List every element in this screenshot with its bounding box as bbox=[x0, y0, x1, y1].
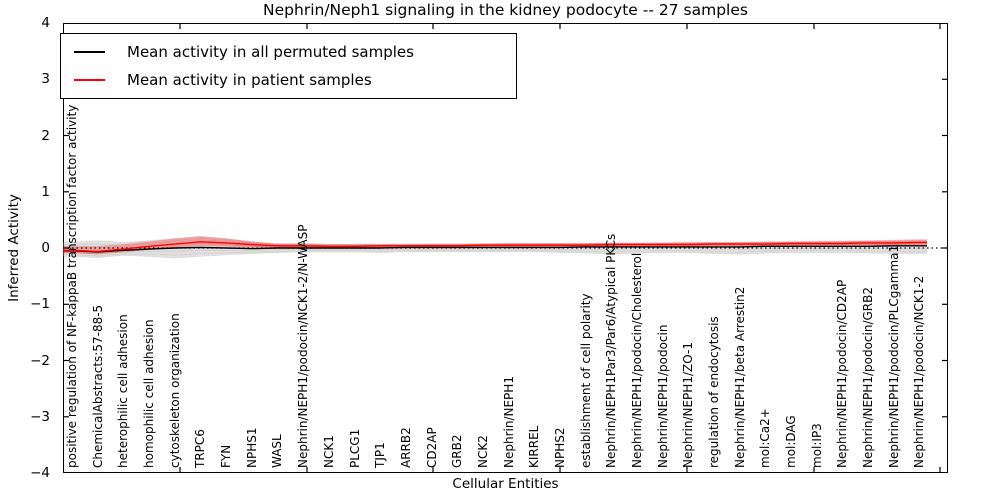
permuted-samples-envelope-trace bbox=[63, 248, 927, 255]
y-tick-label: −3 bbox=[30, 408, 50, 425]
legend-item-patient: Mean activity in patient samples bbox=[74, 71, 516, 89]
patient-samples-envelope-trace bbox=[63, 236, 927, 247]
legend: Mean activity in all permuted samples Me… bbox=[60, 33, 517, 99]
black-line-swatch bbox=[74, 51, 105, 53]
patient-samples-envelope-trace bbox=[63, 243, 927, 254]
legend-item-label: Mean activity in patient samples bbox=[127, 71, 372, 89]
permuted-samples-envelope-trace bbox=[63, 250, 927, 257]
red-line-swatch bbox=[74, 79, 105, 81]
y-tick-label: −4 bbox=[30, 465, 50, 481]
permuted-mean-line bbox=[63, 245, 927, 253]
patient-mean-line bbox=[63, 241, 927, 253]
y-tick-label: 3 bbox=[41, 71, 50, 88]
y-tick-label: −2 bbox=[30, 352, 50, 369]
permuted-samples-envelope-trace bbox=[63, 251, 927, 259]
y-tick-label: 4 bbox=[41, 15, 50, 31]
legend-item-label: Mean activity in all permuted samples bbox=[127, 43, 414, 61]
y-tick-label: 2 bbox=[41, 127, 50, 144]
permuted-samples-envelope-trace bbox=[63, 235, 927, 245]
patient-samples-envelope-trace bbox=[63, 237, 927, 249]
y-tick-label: 0 bbox=[41, 240, 50, 256]
y-tick-label: −1 bbox=[30, 296, 50, 313]
chart-canvas bbox=[63, 23, 948, 473]
legend-item-permuted: Mean activity in all permuted samples bbox=[74, 43, 516, 61]
chart-title: Nephrin/Neph1 signaling in the kidney po… bbox=[263, 1, 748, 19]
permuted-samples-envelope-trace bbox=[63, 243, 927, 249]
y-tick-label: 1 bbox=[41, 183, 50, 200]
x-axis-label: Cellular Entities bbox=[452, 476, 559, 492]
